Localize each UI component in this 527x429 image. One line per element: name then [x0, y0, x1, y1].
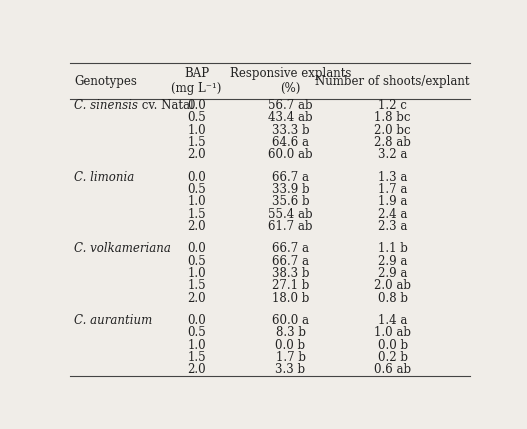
- Text: 1.9 a: 1.9 a: [378, 195, 407, 208]
- Text: 33.9 b: 33.9 b: [272, 183, 309, 196]
- Text: 0.5: 0.5: [187, 254, 206, 268]
- Text: BAP: BAP: [184, 67, 209, 81]
- Text: 3.2 a: 3.2 a: [378, 148, 407, 161]
- Text: 1.2 c: 1.2 c: [378, 99, 407, 112]
- Text: 2.8 ab: 2.8 ab: [374, 136, 411, 149]
- Text: 0.0: 0.0: [187, 314, 206, 327]
- Text: 2.0 ab: 2.0 ab: [374, 279, 411, 292]
- Text: 43.4 ab: 43.4 ab: [268, 112, 313, 124]
- Text: 1.7 a: 1.7 a: [378, 183, 407, 196]
- Text: cv. Natal: cv. Natal: [138, 99, 193, 112]
- Text: 8.3 b: 8.3 b: [276, 326, 306, 339]
- Text: 1.4 a: 1.4 a: [378, 314, 407, 327]
- Text: 1.8 bc: 1.8 bc: [374, 112, 411, 124]
- Text: C. limonia: C. limonia: [74, 171, 134, 184]
- Text: 3.3 b: 3.3 b: [276, 363, 306, 376]
- Text: 0.5: 0.5: [187, 183, 206, 196]
- Text: 1.0: 1.0: [187, 267, 206, 280]
- Text: 2.3 a: 2.3 a: [378, 220, 407, 233]
- Text: 1.5: 1.5: [187, 136, 206, 149]
- Text: 1.0: 1.0: [187, 124, 206, 137]
- Text: 1.0: 1.0: [187, 338, 206, 351]
- Text: 66.7 a: 66.7 a: [272, 171, 309, 184]
- Text: 56.7 ab: 56.7 ab: [268, 99, 313, 112]
- Text: 60.0 a: 60.0 a: [272, 314, 309, 327]
- Text: 0.0: 0.0: [187, 171, 206, 184]
- Text: 60.0 ab: 60.0 ab: [268, 148, 313, 161]
- Text: Number of shoots/explant: Number of shoots/explant: [315, 75, 470, 88]
- Text: 61.7 ab: 61.7 ab: [268, 220, 313, 233]
- Text: 1.5: 1.5: [187, 351, 206, 364]
- Text: 35.6 b: 35.6 b: [272, 195, 309, 208]
- Text: 2.0 bc: 2.0 bc: [374, 124, 411, 137]
- Text: 0.2 b: 0.2 b: [378, 351, 407, 364]
- Text: 2.4 a: 2.4 a: [378, 208, 407, 221]
- Text: 0.0 b: 0.0 b: [276, 338, 306, 351]
- Text: Responsive explants: Responsive explants: [230, 67, 351, 81]
- Text: (mg L⁻¹): (mg L⁻¹): [171, 82, 222, 95]
- Text: 2.9 a: 2.9 a: [378, 254, 407, 268]
- Text: 0.0: 0.0: [187, 99, 206, 112]
- Text: 0.8 b: 0.8 b: [378, 292, 407, 305]
- Text: 1.3 a: 1.3 a: [378, 171, 407, 184]
- Text: 64.6 a: 64.6 a: [272, 136, 309, 149]
- Text: (%): (%): [280, 82, 301, 95]
- Text: 2.0: 2.0: [187, 220, 206, 233]
- Text: 27.1 b: 27.1 b: [272, 279, 309, 292]
- Text: 1.7 b: 1.7 b: [276, 351, 306, 364]
- Text: C. sinensis: C. sinensis: [74, 99, 138, 112]
- Text: 66.7 a: 66.7 a: [272, 254, 309, 268]
- Text: 0.6 ab: 0.6 ab: [374, 363, 411, 376]
- Text: 0.5: 0.5: [187, 112, 206, 124]
- Text: 2.9 a: 2.9 a: [378, 267, 407, 280]
- Text: C. volkameriana: C. volkameriana: [74, 242, 171, 255]
- Text: 55.4 ab: 55.4 ab: [268, 208, 313, 221]
- Text: 2.0: 2.0: [187, 363, 206, 376]
- Text: 33.3 b: 33.3 b: [272, 124, 309, 137]
- Text: 38.3 b: 38.3 b: [272, 267, 309, 280]
- Text: 2.0: 2.0: [187, 148, 206, 161]
- Text: 1.5: 1.5: [187, 279, 206, 292]
- Text: 1.1 b: 1.1 b: [378, 242, 407, 255]
- Text: C. aurantium: C. aurantium: [74, 314, 152, 327]
- Text: 0.0 b: 0.0 b: [377, 338, 408, 351]
- Text: Genotypes: Genotypes: [74, 75, 137, 88]
- Text: 0.5: 0.5: [187, 326, 206, 339]
- Text: 1.0: 1.0: [187, 195, 206, 208]
- Text: 2.0: 2.0: [187, 292, 206, 305]
- Text: 18.0 b: 18.0 b: [272, 292, 309, 305]
- Text: 1.5: 1.5: [187, 208, 206, 221]
- Text: 1.0 ab: 1.0 ab: [374, 326, 411, 339]
- Text: 66.7 a: 66.7 a: [272, 242, 309, 255]
- Text: 0.0: 0.0: [187, 242, 206, 255]
